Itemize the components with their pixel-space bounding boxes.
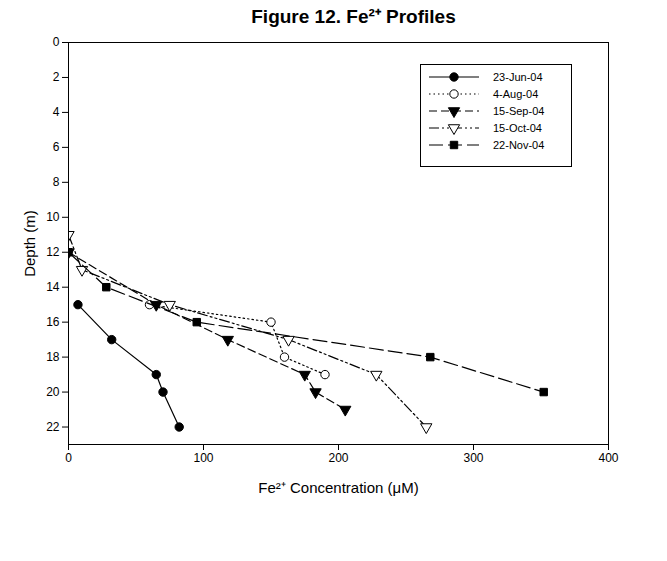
svg-text:2: 2 [53, 70, 60, 84]
svg-text:18: 18 [46, 350, 60, 364]
html-text:Figure 12. Fe²⁺ Profiles: Figure 12. Fe²⁺ Profiles [251, 6, 456, 27]
svg-text:200: 200 [328, 451, 348, 465]
svg-text:15-Oct-04: 15-Oct-04 [493, 122, 542, 134]
svg-text:4-Aug-04: 4-Aug-04 [493, 88, 538, 100]
svg-text:400: 400 [598, 451, 618, 465]
svg-text:12: 12 [46, 245, 60, 259]
svg-text:Depth (m): Depth (m) [21, 210, 38, 277]
svg-text:16: 16 [46, 315, 60, 329]
svg-text:15-Sep-04: 15-Sep-04 [493, 105, 544, 117]
svg-text:20: 20 [46, 385, 60, 399]
svg-text:14: 14 [46, 280, 60, 294]
svg-text:4: 4 [53, 105, 60, 119]
svg-text:22: 22 [46, 420, 60, 434]
svg-text:6: 6 [53, 140, 60, 154]
svg-text:Fe²⁺ Concentration (μM): Fe²⁺ Concentration (μM) [258, 479, 418, 496]
svg-text:300: 300 [463, 451, 483, 465]
svg-text:23-Jun-04: 23-Jun-04 [493, 71, 543, 83]
svg-text:100: 100 [193, 451, 213, 465]
svg-text:22-Nov-04: 22-Nov-04 [493, 139, 544, 151]
svg-text:0: 0 [53, 35, 60, 49]
svg-text:0: 0 [65, 451, 72, 465]
svg-text:8: 8 [53, 175, 60, 189]
svg-text:10: 10 [46, 210, 60, 224]
